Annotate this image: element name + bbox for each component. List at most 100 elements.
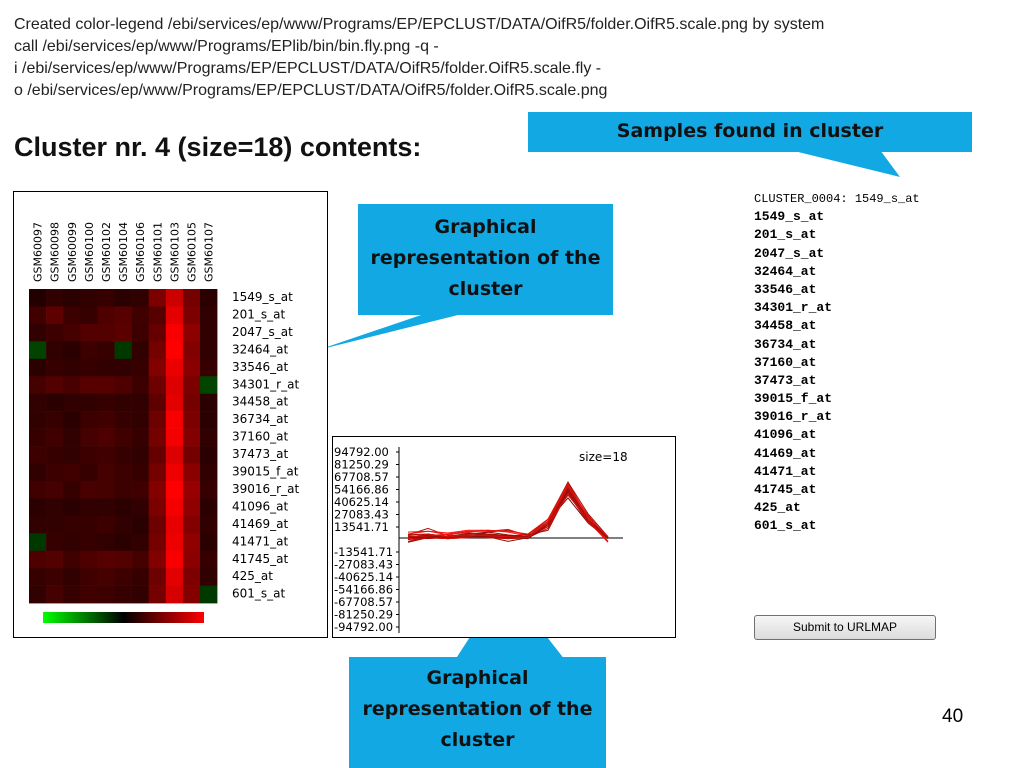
heatmap-cell [114, 376, 132, 394]
heatmap-cell [63, 376, 81, 394]
heatmap-cell [148, 411, 167, 429]
heatmap-cell [46, 428, 64, 447]
heatmap-cell [29, 515, 47, 534]
gene-label: 41471_at [232, 534, 289, 548]
heatmap-cell [80, 515, 98, 534]
heatmap-cell [63, 568, 81, 586]
callout-text: Samples found in cluster [616, 120, 884, 142]
heatmap-cell [200, 323, 218, 342]
heatmap-cell [80, 341, 98, 360]
pointer [318, 312, 470, 350]
y-tick-label: -94792.00 [334, 620, 393, 634]
heatmap-cell [165, 411, 184, 429]
heatmap-cell [200, 446, 218, 464]
y-tick-label: 94792.00 [334, 445, 389, 459]
heatmap-cell [97, 515, 115, 534]
heatmap-cell [165, 533, 184, 552]
heatmap-cell [46, 446, 64, 464]
gene-label: 34458_at [232, 395, 289, 409]
gene-label: 1549_s_at [232, 290, 293, 304]
heatmap-cell [165, 376, 184, 394]
heatmap-cell [200, 376, 218, 394]
heatmap-cell [80, 533, 98, 552]
callout-text: cluster [448, 278, 523, 300]
gene-label: 2047_s_at [232, 325, 293, 339]
list-item: 39015_f_at [754, 391, 833, 407]
y-tick-label: 27083.43 [334, 508, 389, 522]
heatmap-cell [29, 411, 47, 429]
heatmap-cell [200, 341, 218, 360]
heatmap-cell [200, 358, 218, 377]
heatmap-cell [200, 463, 218, 482]
heatmap-cell [148, 341, 167, 360]
heatmap-cell [165, 463, 184, 482]
heatmap-cell [182, 585, 201, 604]
heatmap-cell [80, 428, 98, 447]
heatmap-cell [29, 428, 47, 447]
heatmap-cell [165, 446, 184, 464]
heatmap-cell [131, 463, 149, 482]
heatmap-cell [29, 376, 47, 394]
heatmap-cell [148, 323, 167, 342]
submit-button[interactable]: Submit to URLMAP [754, 615, 936, 640]
heatmap-cell [200, 428, 218, 447]
cluster-title: Cluster nr. 4 (size=18) contents: [14, 132, 422, 162]
sample-label: GSM60097 [32, 222, 45, 282]
heatmap-cell [97, 428, 115, 447]
y-tick-label: 81250.29 [334, 458, 389, 472]
heatmap-cell [114, 393, 132, 412]
gene-label: 37473_at [232, 447, 289, 461]
heatmap-cell [29, 463, 47, 482]
heatmap-cell [46, 480, 64, 499]
heatmap-cell [97, 393, 115, 412]
list-item: 1549_s_at [754, 209, 825, 225]
heatmap-cell [114, 463, 132, 482]
gene-label: 33546_at [232, 360, 289, 374]
heatmap-cell [114, 358, 132, 377]
heatmap-cell [131, 341, 149, 360]
heatmap-cell [63, 446, 81, 464]
heatmap-cell [114, 411, 132, 429]
pointer [790, 150, 900, 177]
profile-line [407, 494, 609, 542]
log-line: i /ebi/services/ep/www/Programs/EP/EPCLU… [14, 60, 602, 77]
heatmap-cell [200, 411, 218, 429]
heatmap-cell [148, 515, 167, 534]
list-item: 34458_at [754, 318, 817, 334]
list-item: 41471_at [754, 463, 817, 479]
heatmap-cell [114, 306, 132, 325]
gene-label: 37160_at [232, 430, 289, 444]
heatmap-cell [97, 376, 115, 394]
heatmap-cell [182, 341, 201, 360]
list-item: 32464_at [754, 263, 817, 279]
heatmap-cell [182, 323, 201, 342]
heatmap-cell [80, 376, 98, 394]
callout-text: Graphical [434, 216, 537, 238]
heatmap-cell [46, 568, 64, 586]
callout-text: representation of the [362, 698, 593, 720]
sample-label: GSM60100 [83, 222, 96, 282]
gene-label: 39015_f_at [232, 465, 299, 479]
heatmap-cell [182, 568, 201, 586]
heatmap-cell [80, 568, 98, 586]
profile-label: size=18 [579, 450, 628, 464]
list-item: 41745_at [754, 482, 817, 497]
heatmap-cell [114, 428, 132, 447]
y-tick-label: 67708.57 [334, 470, 389, 484]
heatmap-cell [182, 533, 201, 552]
heatmap-cell [114, 323, 132, 342]
heatmap-cell [97, 568, 115, 586]
heatmap-cell [200, 498, 218, 517]
heatmap-cell [80, 550, 98, 569]
gene-label: 201_s_at [232, 307, 286, 321]
heatmap-cell [148, 358, 167, 377]
heatmap: GSM60097 GSM60098 GSM60099 GSM60100 GSM60102… [29, 222, 299, 623]
heatmap-cell [200, 550, 218, 569]
heatmap-cell [182, 515, 201, 534]
heatmap-cell [182, 411, 201, 429]
heatmap-cell [182, 376, 201, 394]
heatmap-cell [46, 585, 64, 604]
heatmap-cell [80, 323, 98, 342]
heatmap-cell [131, 376, 149, 394]
